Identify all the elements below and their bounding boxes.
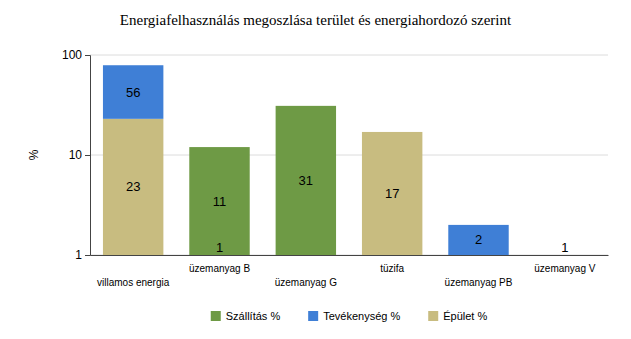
bar	[103, 65, 163, 119]
x-tick: üzemanyag B	[189, 255, 250, 274]
chart: Energiafelhasználás megoszlása terület é…	[0, 0, 631, 339]
grid	[90, 55, 608, 255]
bars	[103, 65, 595, 255]
grid-line	[90, 155, 608, 156]
legend-label: Szállítás %	[226, 310, 281, 322]
grid-line	[90, 255, 608, 256]
legend-swatch	[428, 311, 438, 321]
x-tick-label: villamos energia	[97, 277, 170, 288]
y-tick: 1	[75, 248, 90, 262]
x-axis-line	[91, 255, 609, 256]
data-label: 1	[561, 240, 568, 255]
title: Energiafelhasználás megoszlása terület é…	[120, 12, 512, 28]
bar	[103, 119, 163, 255]
y-axis-title: %	[27, 149, 41, 160]
x-tick-label: üzemanyag PB	[445, 277, 513, 288]
legend-label: Tevékenység %	[323, 310, 400, 322]
data-label: 11	[213, 194, 227, 209]
bar	[448, 225, 508, 255]
bar	[189, 147, 249, 255]
data-label: 1	[216, 240, 223, 255]
y-tick: 100	[62, 48, 90, 62]
legend-item: Szállítás %	[211, 310, 281, 322]
bar	[362, 132, 422, 255]
legend-swatch	[211, 311, 221, 321]
x-tick-label: üzemanyag G	[275, 277, 337, 288]
data-label: 23	[126, 179, 140, 194]
y-tick: 10	[69, 148, 90, 162]
x-tick-label: üzemanyag V	[534, 263, 595, 274]
x-tick: üzemanyag PB	[445, 255, 513, 288]
legend-item: Tevékenység %	[308, 310, 400, 322]
data-label: 56	[126, 85, 140, 100]
x-axis: villamos energia üzemanyag B üzemanyag G tü…	[91, 255, 609, 288]
data-label: 31	[299, 173, 313, 188]
plot: 2356111311721110100villamos energiaüzema…	[62, 48, 609, 288]
legend-swatch	[308, 311, 318, 321]
x-tick: üzemanyag G	[275, 255, 337, 288]
x-tick: üzemanyag V	[534, 255, 595, 274]
y-axis-line	[85, 56, 91, 256]
legend-label: Épület %	[443, 310, 487, 322]
x-tick: villamos energia	[97, 255, 170, 288]
legend-item: Épület %	[428, 310, 487, 322]
grid-line	[90, 55, 608, 56]
data-labels: 2356111311721	[126, 85, 569, 255]
legend: Szállítás % Tevékenység % Épület %	[211, 310, 488, 322]
bar	[276, 106, 336, 255]
x-tick-label: üzemanyag B	[189, 263, 250, 274]
y-tick-mark	[85, 155, 90, 156]
x-tick: tüzifa	[380, 255, 404, 274]
data-label: 17	[385, 186, 399, 201]
y-tick-label: 10	[69, 148, 83, 162]
x-tick-label: tüzifa	[380, 263, 404, 274]
y-tick-mark	[85, 55, 90, 56]
y-tick-label: 1	[75, 248, 82, 262]
data-label: 2	[475, 232, 482, 247]
y-tick-mark	[85, 255, 90, 256]
y-tick-label: 100	[62, 48, 82, 62]
y-axis: 1 10 100	[62, 48, 91, 262]
